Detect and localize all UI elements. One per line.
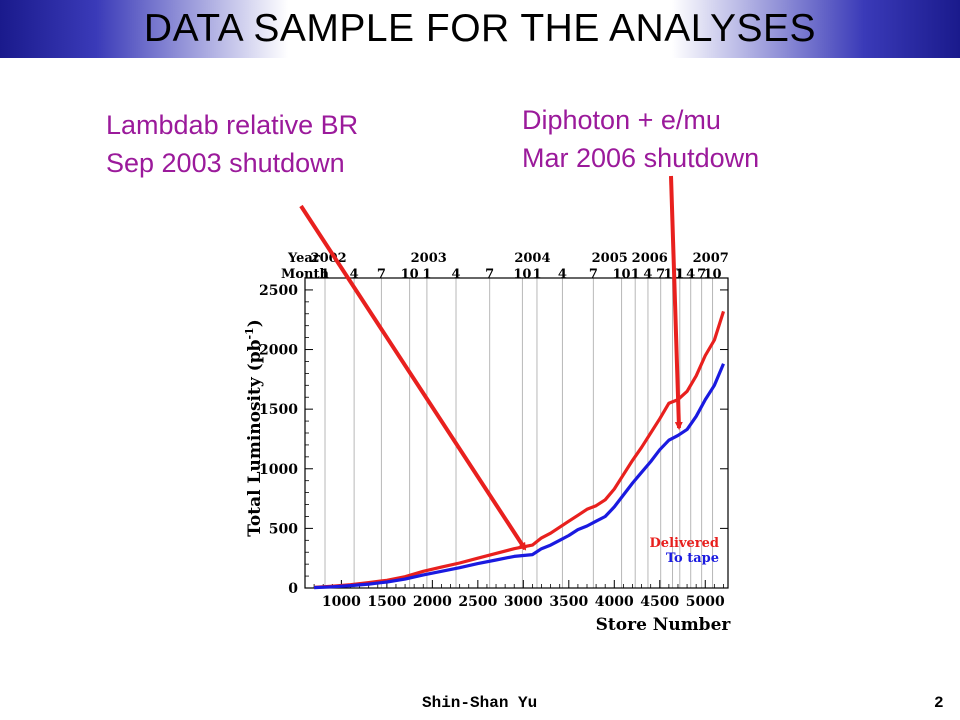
month-label: 4: [451, 267, 460, 282]
y-axis-label-close: ): [245, 319, 265, 327]
year-label: 2002: [311, 251, 347, 266]
x-tick-label: 2500: [458, 594, 497, 610]
year-label: 2004: [514, 251, 550, 266]
x-tick-label: 1000: [322, 594, 361, 610]
series-line-to-tape: [314, 364, 723, 588]
month-label: 10: [513, 267, 531, 282]
month-label: 10: [401, 267, 419, 282]
month-label: 1: [422, 267, 431, 282]
y-tick-label: 0: [288, 581, 298, 597]
month-label: 1: [631, 267, 640, 282]
month-label: 1: [675, 267, 684, 282]
year-label: 2006: [632, 251, 668, 266]
month-label: 10: [703, 267, 721, 282]
month-label: 7: [485, 267, 494, 282]
year-label: 2007: [693, 251, 729, 266]
month-label: 4: [643, 267, 652, 282]
y-axis-label: Total Luminosity (pb-1): [243, 319, 265, 537]
month-label: 1: [532, 267, 541, 282]
x-tick-label: 4000: [595, 594, 634, 610]
month-label: 10: [613, 267, 631, 282]
footer-author: Shin-Shan Yu: [422, 694, 537, 712]
y-tick-label: 2500: [259, 283, 298, 299]
x-tick-label: 3000: [504, 594, 543, 610]
x-tick-label: 2000: [413, 594, 452, 610]
y-tick-label: 500: [269, 521, 298, 537]
x-tick-label: 5000: [686, 594, 725, 610]
footer-page-number: 2: [934, 694, 944, 712]
month-label: 4: [686, 267, 695, 282]
year-label: 2003: [411, 251, 447, 266]
legend-to-tape: To tape: [666, 551, 719, 566]
legend-delivered: Delivered: [650, 536, 719, 551]
x-tick-label: 4500: [640, 594, 679, 610]
month-label: 1: [320, 267, 329, 282]
x-tick-label: 3500: [549, 594, 588, 610]
month-label: 4: [558, 267, 567, 282]
year-label: 2005: [592, 251, 628, 266]
x-tick-label: 1500: [367, 594, 406, 610]
y-axis-label-exponent: -1: [243, 327, 256, 339]
month-label: 7: [589, 267, 598, 282]
month-label: 7: [377, 267, 386, 282]
x-axis-label: Store Number: [596, 615, 732, 635]
